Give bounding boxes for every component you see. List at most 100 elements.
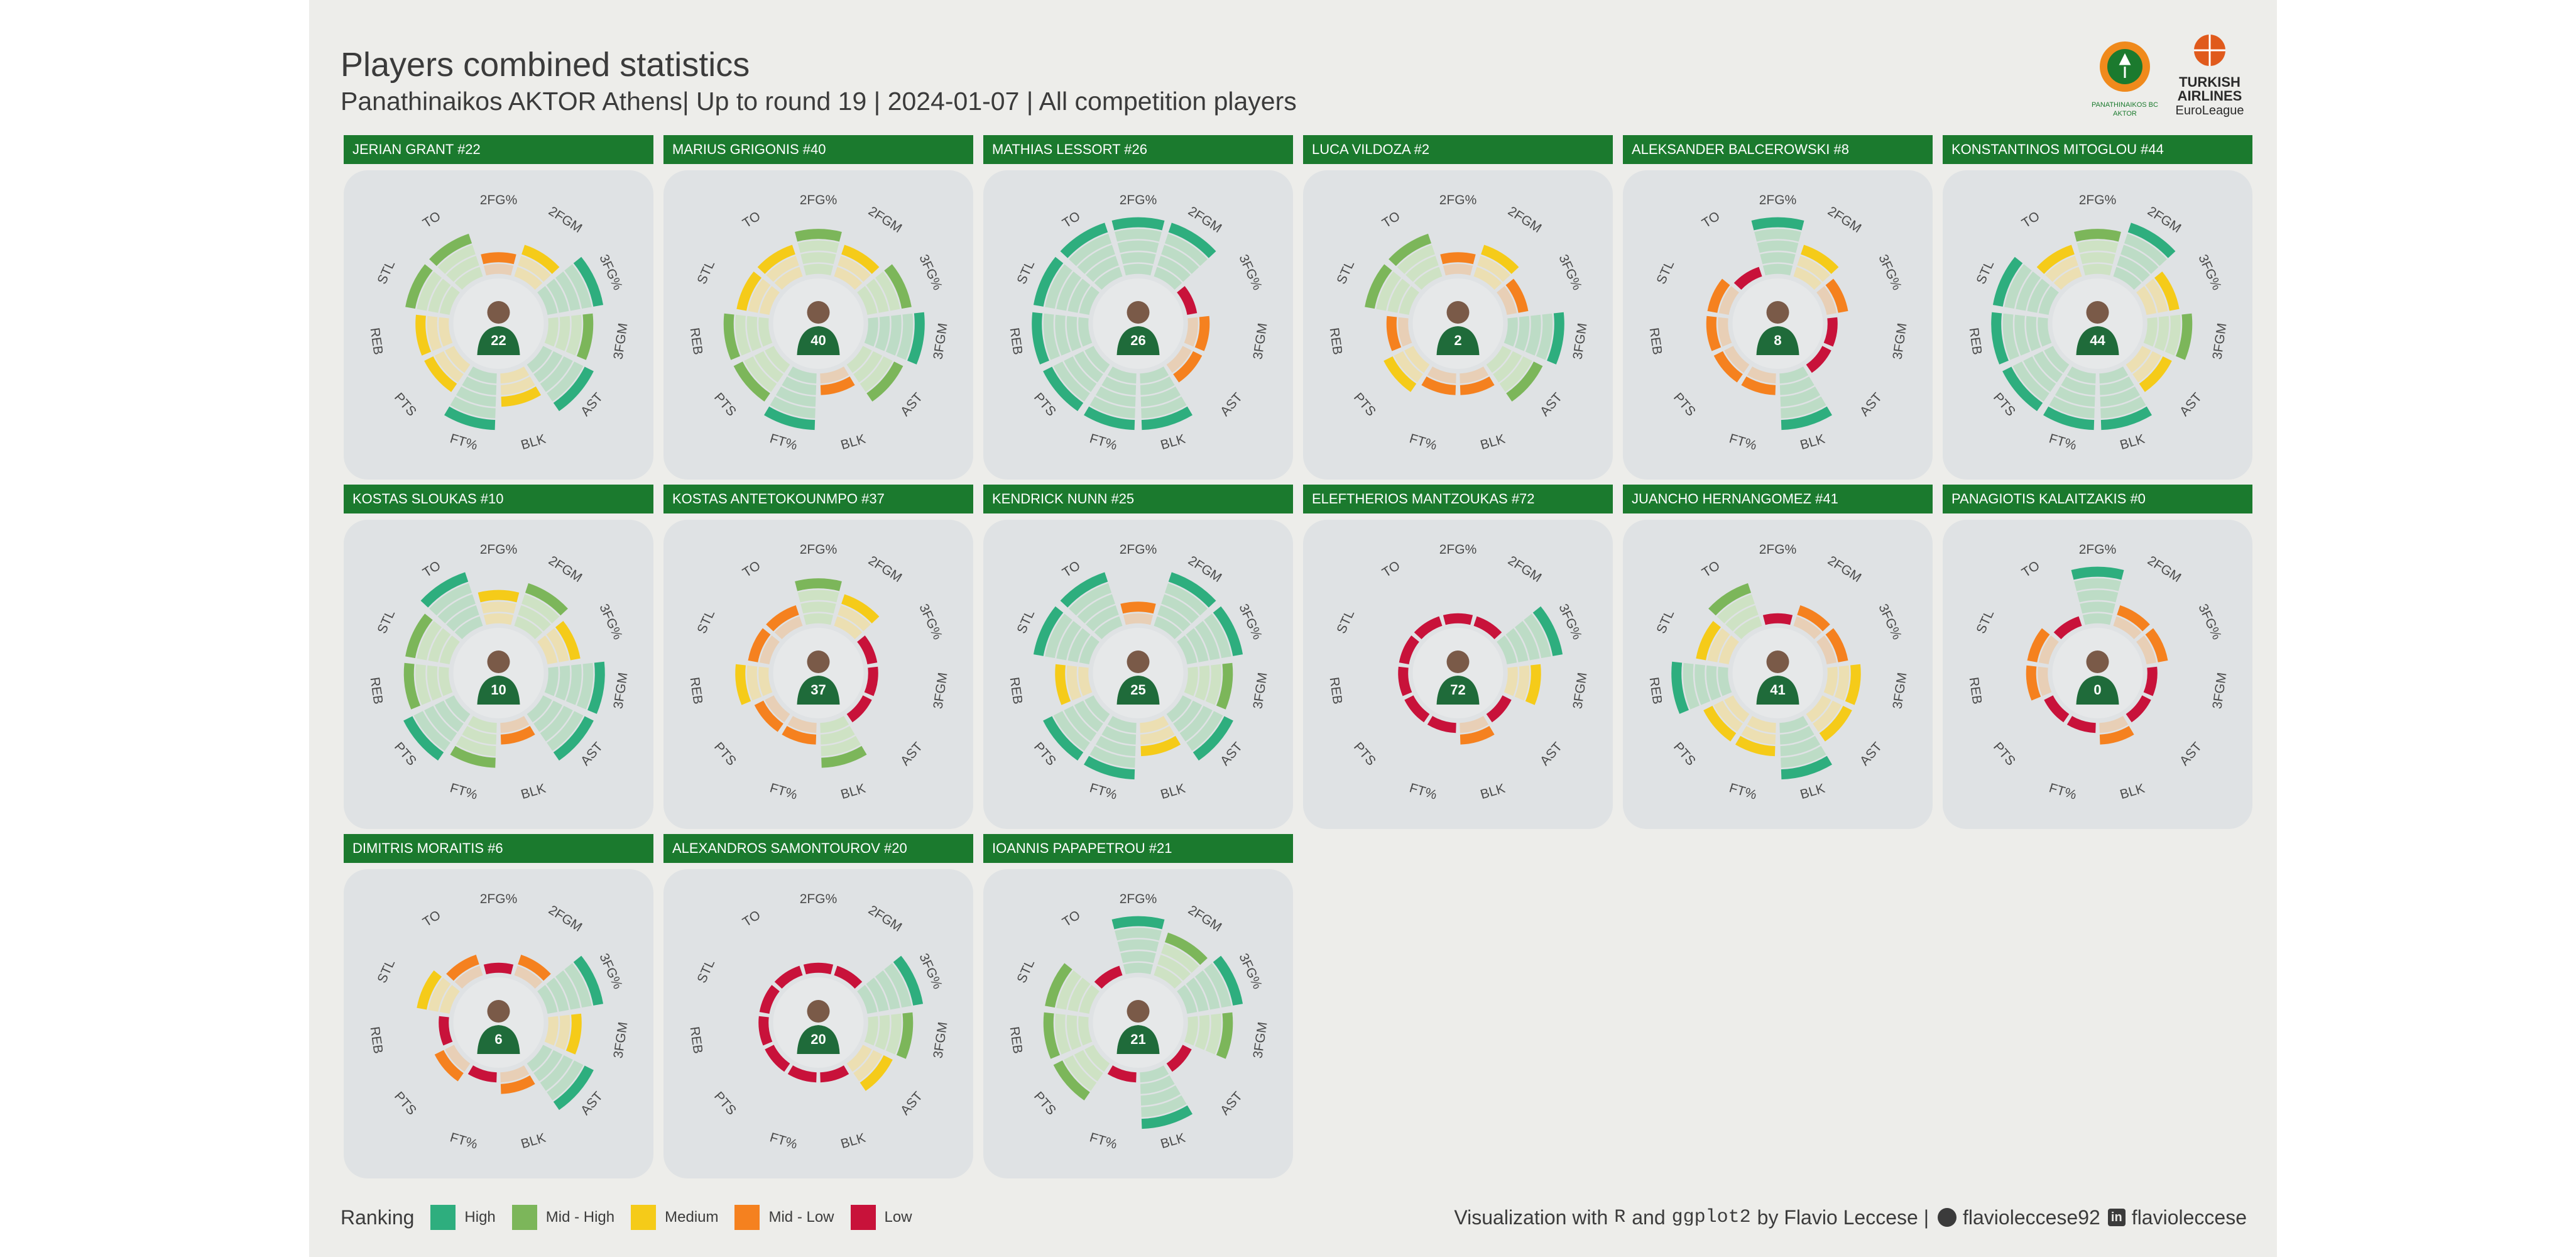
team-logo-line-1: PANATHINAIKOS BC (2092, 101, 2158, 109)
bar-2fgm-level-5 (1168, 222, 1216, 258)
bar-ast-level-1 (527, 346, 552, 373)
bar-stl-level-2 (1387, 278, 1411, 313)
metric-label-ft: FT% (1088, 1130, 1119, 1152)
bar-3fg-level-4 (1524, 613, 1551, 659)
jersey-number: 8 (1774, 332, 1781, 348)
bar-ast-level-3 (1819, 705, 1852, 742)
metric-label-pts: PTS (391, 1089, 419, 1118)
radial-chart: 2FG% 2FGM 3FG% 3FGM AST BLK FT% PTS REB STL TO 2 (1327, 193, 1590, 453)
radial-chart: 2FG% 2FGM 3FG% 3FGM AST BLK FT% PTS REB STL TO 22 (368, 193, 631, 453)
bar-3fgm-level-4 (576, 662, 594, 710)
bar-2fgm-level-3 (1161, 594, 1199, 623)
bar-2fgm-level-1 (514, 266, 543, 290)
bar-ast-level-3 (1179, 705, 1213, 742)
player-name-header: MARIUS GRIGONIS #40 (663, 135, 973, 164)
bar-3fgm-level-3 (1205, 1013, 1221, 1055)
bar-pts-level-3 (1064, 705, 1097, 742)
metric-label-ast: AST (898, 1089, 925, 1118)
metric-label-pts: PTS (1351, 740, 1378, 769)
credit-r: R (1614, 1207, 1626, 1228)
bar-3fg-level-3 (1194, 970, 1220, 1010)
bar-ft-level-4 (1089, 745, 1135, 768)
metric-label-reb: REB (368, 1026, 386, 1055)
bar-stl-level-5 (1033, 606, 1064, 656)
bar-ast-level-2 (1173, 700, 1203, 732)
metric-label-to: TO (1700, 209, 1723, 231)
bar-to-level-3 (437, 244, 476, 274)
bar-3fgm-level-3 (2164, 314, 2181, 356)
metric-label-ast: AST (1537, 740, 1565, 769)
metric-label-ft: FT% (768, 781, 799, 803)
metric-label-ft: FT% (1728, 781, 1759, 803)
metric-label-pts: PTS (1031, 740, 1059, 769)
bar-2fgm-level-2 (1157, 256, 1191, 282)
bar-to-level-1 (774, 266, 803, 290)
player-panel-panagiotis-kalaitzakis-0: PANAGIOTIS KALAITZAKIS #0 2FG% 2FGM 3FG% 3FG… (1943, 485, 2252, 829)
bar-stl-level-1 (439, 985, 460, 1014)
bar-to-level-3 (437, 594, 476, 623)
credit-linkedin[interactable]: flavioleccese (2131, 1205, 2247, 1229)
metric-label-reb: REB (1007, 327, 1025, 356)
bar-pts-level-3 (744, 356, 777, 392)
player-panel-mathias-lessort-26: MATHIAS LESSORT #26 2FG% 2FGM 3FG% 3FGM AST BL… (983, 135, 1293, 480)
bar-blk-level-1 (1140, 1065, 1169, 1083)
metric-label-blk: BLK (520, 432, 548, 453)
bar-3fg-level-1 (2136, 286, 2157, 315)
bar-pts-level-1 (2044, 695, 2070, 723)
bar-3fg-level-1 (537, 286, 558, 315)
bar-pts-level-3 (1703, 705, 1737, 742)
jersey-number: 6 (494, 1031, 502, 1047)
bar-ft-level-2 (462, 726, 497, 745)
metric-label-3fgm: 3FGM (1570, 671, 1590, 710)
bar-blk-level-5 (1141, 406, 1192, 431)
bar-3fg-level-3 (555, 620, 581, 661)
metric-label-to: TO (740, 558, 763, 580)
metric-label-reb: REB (1007, 676, 1025, 705)
bar-2fgm-level-3 (1481, 244, 1519, 274)
bar-pts-level-1 (445, 346, 471, 373)
bar-2fgm-level-1 (1154, 266, 1182, 290)
bar-pts-level-4 (1053, 361, 1090, 402)
bar-2fg-level-2 (2080, 601, 2115, 614)
bar-3fg-level-1 (857, 286, 878, 315)
metric-label-2fgm: 2FGM (1186, 903, 1225, 935)
bar-ft-level-3 (456, 386, 496, 407)
player-photo: 44 (2052, 278, 2143, 369)
bar-ft-level-1 (1747, 716, 1776, 733)
bar-pts-level-2 (2033, 351, 2063, 383)
metric-label-stl: STL (374, 957, 398, 985)
bar-2fg-level-4 (2074, 578, 2121, 591)
bar-reb-level-1 (1398, 666, 1412, 696)
bar-reb-level-1 (1398, 317, 1412, 347)
bar-to-level-1 (774, 965, 803, 989)
credit-prefix: Visualization with (1454, 1205, 1608, 1229)
metric-label-2fgm: 2FGM (546, 204, 585, 236)
metric-label-3fg: 3FG% (1875, 253, 1904, 293)
bar-reb-level-2 (427, 316, 442, 351)
bar-2fgm-level-1 (2113, 266, 2142, 290)
bar-2fgm-level-4 (1164, 583, 1208, 616)
metric-label-ast: AST (1218, 740, 1245, 769)
bar-to-level-1 (2053, 266, 2082, 290)
player-name-header: PANAGIOTIS KALAITZAKIS #0 (1943, 485, 2252, 513)
metric-label-reb: REB (687, 327, 706, 356)
metric-label-3fgm: 3FGM (1890, 322, 1909, 360)
metric-label-3fg: 3FG% (596, 952, 625, 992)
player-name-header: ALEXANDROS SAMONTOUROV #20 (663, 834, 973, 863)
bar-reb-level-2 (427, 665, 442, 701)
metric-label-2fgm: 2FGM (2145, 204, 2184, 236)
bar-3fg-level-5 (1213, 606, 1243, 656)
bar-stl-level-1 (759, 286, 780, 315)
bar-2fgm-level-2 (1157, 605, 1191, 632)
bar-3fgm-level-4 (896, 1012, 914, 1059)
player-photo: 37 (773, 628, 864, 718)
bar-blk-level-1 (1140, 716, 1169, 733)
metric-label-3fg: 3FG% (916, 602, 945, 642)
bar-3fg-level-1 (1177, 985, 1198, 1014)
metric-label-ast: AST (1218, 1089, 1245, 1118)
bar-2fg-level-1 (1762, 613, 1793, 625)
bar-blk-level-4 (2100, 396, 2146, 419)
credit-github[interactable]: flavioleccese92 (1963, 1205, 2100, 1229)
bar-stl-level-1 (2038, 635, 2059, 664)
bar-pts-level-5 (403, 716, 444, 761)
